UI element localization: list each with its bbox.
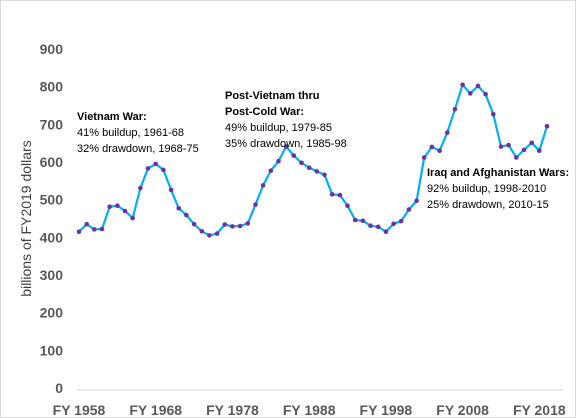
data-point <box>291 153 297 158</box>
data-point <box>491 111 496 117</box>
x-tick-label: FY 1978 <box>206 402 259 417</box>
annotation-text: 49% buildup, 1979-85 <box>225 122 332 134</box>
data-point <box>368 223 373 228</box>
data-point <box>414 198 419 204</box>
data-point <box>329 192 335 197</box>
data-point <box>383 229 389 234</box>
data-point <box>506 142 511 148</box>
data-point <box>375 224 381 230</box>
annotation-text: 41% buildup, 1961-68 <box>77 127 184 139</box>
y-tick-label: 400 <box>40 229 64 245</box>
data-point <box>337 192 343 198</box>
series-line <box>78 83 549 237</box>
annotation-text: 25% drawdown, 2010-15 <box>427 199 549 211</box>
data-point <box>322 172 327 178</box>
data-point <box>107 204 112 210</box>
y-tick-label: 700 <box>40 116 64 132</box>
data-point <box>406 207 412 212</box>
x-tick-label: FY 1968 <box>129 402 182 417</box>
data-point <box>222 222 228 227</box>
data-point <box>199 229 205 234</box>
data-point <box>460 82 465 88</box>
y-tick-label: 0 <box>55 380 63 396</box>
data-point <box>260 183 266 188</box>
data-point <box>84 221 89 227</box>
y-tick-label: 900 <box>40 41 64 57</box>
data-point <box>283 144 289 149</box>
data-point <box>529 140 534 146</box>
data-point <box>253 202 258 207</box>
data-point <box>544 123 550 129</box>
annotation-title: Post-Cold War: <box>225 106 304 118</box>
data-point <box>115 203 120 208</box>
annotation-text: 92% buildup, 1998-2010 <box>427 183 546 195</box>
data-point <box>421 155 427 160</box>
y-tick-label: 100 <box>40 342 64 358</box>
data-point <box>398 218 404 224</box>
x-tick-label: FY 1988 <box>283 402 336 417</box>
y-axis-title: billions of FY2019 dollars <box>18 140 34 296</box>
y-tick-label: 800 <box>40 79 64 95</box>
y-tick-label: 300 <box>40 267 64 283</box>
x-tick-label: FY 2008 <box>436 402 489 417</box>
data-point <box>352 217 358 223</box>
data-point <box>537 148 542 153</box>
data-point <box>176 206 181 211</box>
data-point <box>498 144 504 149</box>
x-tick-label: FY 1998 <box>360 402 413 417</box>
data-point <box>230 224 235 229</box>
data-point <box>276 158 281 164</box>
y-tick-label: 200 <box>40 305 64 321</box>
data-point <box>214 231 220 236</box>
data-point <box>445 130 450 135</box>
annotation-title: Vietnam War: <box>77 111 147 123</box>
y-tick-label: 500 <box>40 192 64 208</box>
data-point <box>191 221 197 227</box>
data-point <box>306 165 312 170</box>
data-point <box>92 227 97 232</box>
data-point <box>153 161 158 167</box>
annotation-title: Iraq and Afghanistan Wars: <box>427 167 569 179</box>
y-tick-label: 600 <box>40 154 64 170</box>
data-point <box>521 147 527 153</box>
data-point <box>429 144 435 150</box>
annotation-title: Post-Vietnam thru <box>225 90 320 102</box>
data-point <box>437 148 442 153</box>
data-point <box>475 83 481 89</box>
x-tick-label: FY 1958 <box>53 402 106 417</box>
data-point <box>76 229 82 234</box>
data-point <box>452 107 458 112</box>
x-tick-label: FY 2018 <box>513 402 566 417</box>
data-point <box>345 203 350 208</box>
data-point <box>122 208 128 214</box>
data-point <box>314 169 320 174</box>
data-point <box>360 218 366 224</box>
data-point <box>99 226 105 232</box>
data-point <box>130 215 135 221</box>
data-point <box>483 91 488 97</box>
data-point <box>237 223 243 229</box>
data-point <box>161 167 166 173</box>
data-point <box>168 187 174 193</box>
data-point <box>514 155 519 160</box>
data-point <box>207 233 212 238</box>
data-point <box>184 212 189 218</box>
annotation-text: 32% drawdown, 1968-75 <box>77 143 199 155</box>
data-point <box>468 91 473 96</box>
data-point <box>138 185 143 191</box>
data-point <box>391 221 396 227</box>
data-point <box>145 166 151 171</box>
data-point <box>245 221 251 226</box>
annotation-text: 35% drawdown, 1985-98 <box>225 138 347 150</box>
data-point <box>268 168 274 173</box>
data-point <box>299 160 304 166</box>
